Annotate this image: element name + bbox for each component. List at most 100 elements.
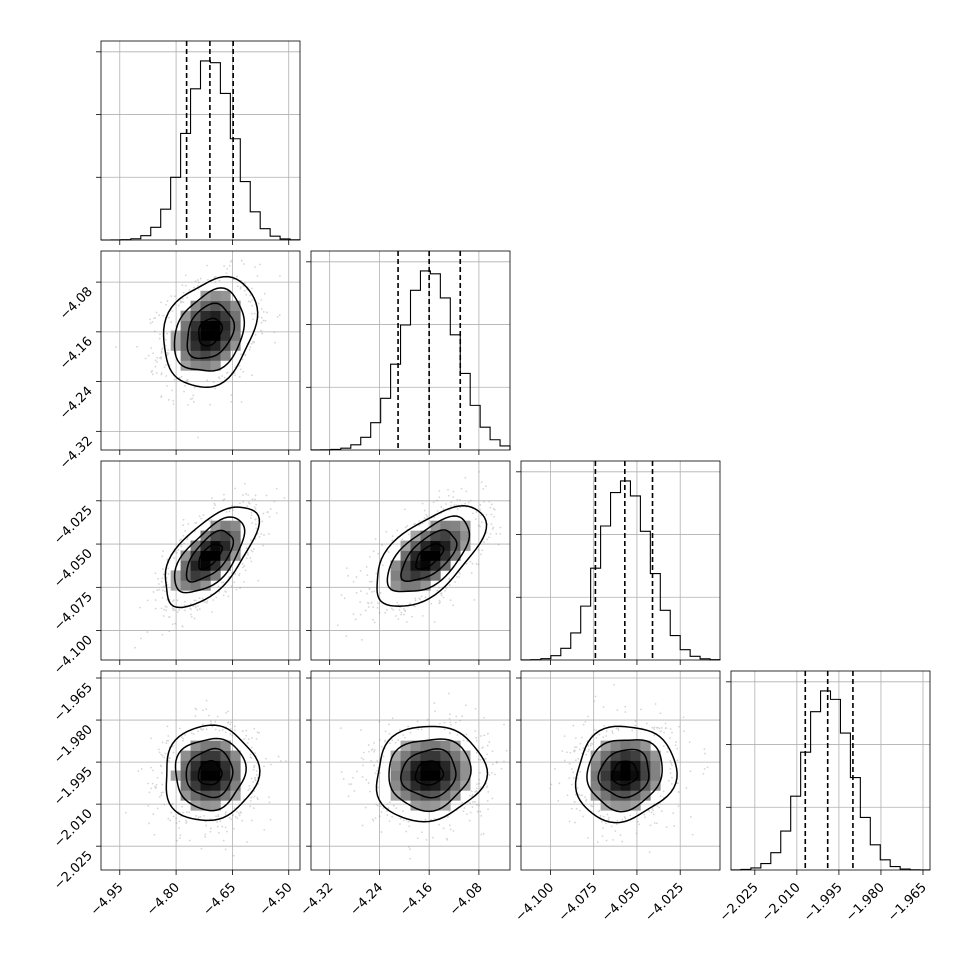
scatter-point xyxy=(177,304,180,307)
scatter-point xyxy=(578,748,581,751)
scatter-point xyxy=(154,572,157,575)
scatter-point xyxy=(576,777,579,780)
scatter-point xyxy=(458,573,461,575)
scatter-point xyxy=(210,722,212,725)
scatter-point xyxy=(488,536,490,539)
scatter-point xyxy=(584,720,587,723)
density-cell xyxy=(190,790,201,801)
density-cell xyxy=(190,330,201,341)
scatter-point xyxy=(611,730,614,733)
scatter-point xyxy=(411,615,413,618)
density-cell xyxy=(180,350,191,361)
scatter-point xyxy=(249,753,252,756)
scatter-point xyxy=(414,597,417,600)
scatter-point xyxy=(573,749,576,752)
density-cell xyxy=(620,770,631,781)
scatter-point xyxy=(245,734,248,737)
scatter-point xyxy=(254,333,257,336)
density-cell xyxy=(210,750,221,761)
scatter-point xyxy=(249,346,252,349)
density-cell xyxy=(220,290,231,302)
density-cell xyxy=(430,760,441,771)
scatter-point xyxy=(465,562,468,565)
scatter-point xyxy=(276,316,279,318)
density-cell xyxy=(400,540,411,551)
scatter-point xyxy=(499,533,502,535)
density-cell xyxy=(440,560,451,571)
scatter-point xyxy=(154,365,157,368)
scatter-point xyxy=(187,404,189,406)
scatter-point xyxy=(461,715,464,717)
scatter-point xyxy=(427,718,430,721)
scatter-point xyxy=(247,738,250,741)
scatter-point xyxy=(174,622,177,625)
scatter-point xyxy=(454,721,457,724)
scatter-point xyxy=(340,771,343,773)
density-cell xyxy=(190,340,201,351)
scatter-point xyxy=(399,817,402,820)
scatter-point xyxy=(158,314,161,317)
scatter-point xyxy=(579,771,582,773)
scatter-point xyxy=(192,605,195,607)
scatter-point xyxy=(269,508,272,510)
scatter-point xyxy=(228,510,231,513)
density-cell xyxy=(180,550,191,561)
scatter-point xyxy=(672,812,675,815)
scatter-point xyxy=(191,397,194,400)
scatter-point xyxy=(168,757,171,760)
scatter-point xyxy=(170,811,173,814)
scatter-point xyxy=(483,541,486,543)
scatter-point xyxy=(665,826,668,829)
scatter-point xyxy=(689,816,692,818)
scatter-point xyxy=(215,815,218,818)
scatter-point xyxy=(433,516,436,519)
scatter-point xyxy=(658,806,661,809)
scatter-point xyxy=(268,515,271,518)
scatter-point xyxy=(469,499,472,502)
scatter-point xyxy=(479,810,482,813)
density-cell xyxy=(600,750,611,761)
x-tick-label: −4.50 xyxy=(257,880,296,919)
scatter-point xyxy=(247,789,250,792)
scatter-point xyxy=(367,782,370,784)
scatter-point xyxy=(206,264,208,267)
density-cell xyxy=(450,740,461,751)
panel-frame xyxy=(730,670,931,871)
scatter-point xyxy=(369,790,371,793)
scatter-point xyxy=(346,567,348,570)
density-cell xyxy=(220,790,231,801)
scatter-point xyxy=(198,515,201,518)
scatter-point xyxy=(194,715,197,718)
contour-0.5 xyxy=(198,317,224,347)
scatter-point xyxy=(669,767,672,770)
x-tick-label: −1.965 xyxy=(885,880,930,925)
scatter-point xyxy=(222,499,225,501)
scatter-point xyxy=(666,750,669,753)
scatter-point xyxy=(664,727,667,729)
scatter-point xyxy=(161,741,164,744)
scatter-point xyxy=(653,734,656,737)
scatter-point xyxy=(178,826,181,829)
scatter-point xyxy=(154,787,157,789)
scatter-point xyxy=(432,836,434,839)
scatter-point xyxy=(233,807,236,810)
scatter-point xyxy=(249,300,252,303)
scatter-point xyxy=(214,275,217,278)
scatter-point xyxy=(651,808,654,811)
density-cell xyxy=(650,780,661,791)
scatter-point xyxy=(148,791,151,794)
scatter-point xyxy=(413,522,416,525)
scatter-point xyxy=(251,299,254,302)
scatter-point xyxy=(489,506,492,509)
scatter-point xyxy=(268,801,271,804)
scatter-point xyxy=(368,555,371,558)
scatter-point xyxy=(172,607,175,610)
scatter-point xyxy=(206,379,209,382)
scatter-point xyxy=(147,782,149,785)
scatter-point xyxy=(448,508,451,511)
scatter-point xyxy=(279,760,282,763)
scatter-point xyxy=(247,494,250,496)
scatter-point xyxy=(184,274,187,277)
scatter-point xyxy=(425,839,428,841)
scatter-point xyxy=(181,300,183,303)
